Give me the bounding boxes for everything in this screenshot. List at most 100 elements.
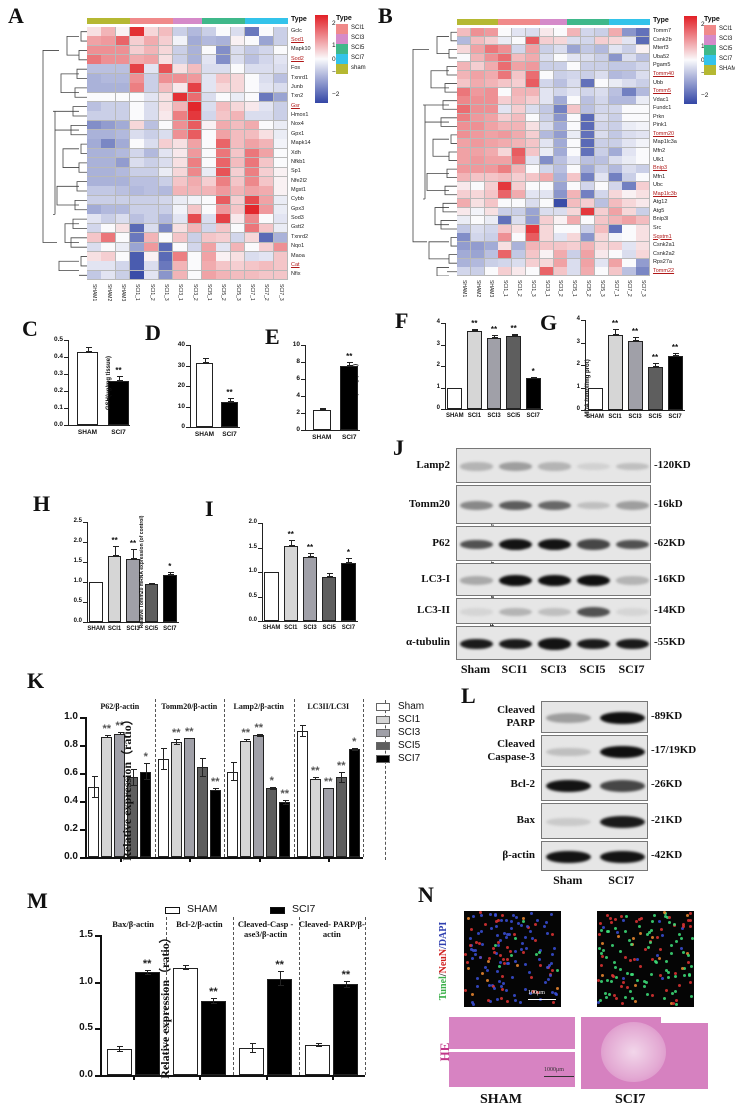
- heatmap-cell: [187, 270, 203, 281]
- heatmap-cell: [594, 62, 609, 72]
- cell-dot: [670, 992, 674, 996]
- heatmap-cell: [259, 270, 274, 281]
- heatmap-cell: [457, 216, 472, 225]
- blot-strip: [541, 803, 648, 839]
- cell-dot: [686, 960, 690, 964]
- heatmap-cell: [201, 270, 217, 281]
- heatmap-cell: [622, 96, 637, 106]
- cell-dot: [688, 980, 692, 984]
- sample-label: SCI5_1: [571, 280, 578, 297]
- protein-band: [546, 713, 592, 723]
- cell-dot: [480, 943, 484, 946]
- heatmap-cell: [553, 104, 568, 114]
- blot-row-label: Bax: [516, 814, 535, 826]
- x-tick-label: SHAM: [87, 626, 106, 632]
- cell-dot: [484, 965, 488, 969]
- heatmap-cell: [187, 176, 203, 187]
- heatmap-cell: [130, 205, 145, 215]
- heatmap-cell: [553, 233, 568, 243]
- heatmap-cell: [144, 167, 160, 178]
- heatmap-cell: [230, 73, 246, 84]
- legend-swatch: [165, 907, 180, 914]
- group-title: Tomm20/β-actin: [161, 702, 218, 711]
- heatmap-cell: [244, 73, 260, 84]
- cell-dot: [535, 918, 539, 922]
- heatmap-cell: [273, 101, 289, 112]
- heatmap-cell: [230, 186, 246, 196]
- color-scale-bar: [684, 16, 697, 104]
- error-bar: [277, 971, 284, 987]
- y-axis-title: Relative Tomm20 mRNA expression (of cont…: [139, 515, 145, 629]
- heatmap-cell: [173, 111, 188, 121]
- legend-swatch: [336, 34, 348, 44]
- chart-M: 0.0 0.5 1.0 1.5 Bax/β-actin ** Bcl-2/β-actin **…: [79, 917, 366, 1080]
- cell-dot: [614, 976, 618, 980]
- gene-label: Map1lc3b: [653, 190, 677, 197]
- heatmap-cell: [525, 53, 540, 63]
- y-tick-label: 1.0: [73, 578, 82, 584]
- blot-row-label: Lamp2: [416, 458, 450, 471]
- bar-sci1: [107, 556, 122, 622]
- heatmap-cell: [594, 70, 609, 80]
- type-annotation-cell: [553, 19, 568, 25]
- heatmap-cell: [470, 181, 485, 191]
- cell-dot: [522, 920, 526, 924]
- heatmap-cell: [581, 241, 596, 251]
- color-scale-tick: 0: [332, 56, 336, 63]
- heatmap-cell: [187, 139, 203, 150]
- heatmap-cell: [484, 156, 499, 166]
- heatmap-cell: [457, 36, 472, 46]
- cell-dot: [494, 944, 498, 948]
- significance-marker: **: [323, 775, 333, 788]
- y-tick: [186, 345, 190, 346]
- error-bar: [339, 771, 346, 783]
- protein-band: [499, 607, 532, 617]
- heatmap-cell: [173, 92, 188, 103]
- cell-dot: [605, 979, 609, 983]
- heatmap-cell: [567, 156, 582, 166]
- cell-dot: [688, 911, 692, 915]
- cell-dot: [512, 933, 516, 937]
- error-bar: [673, 353, 679, 356]
- error-bar: [211, 998, 218, 1005]
- heatmap-cell: [115, 36, 131, 47]
- heatmap-cell: [230, 64, 246, 75]
- cell-dot: [536, 990, 540, 994]
- legend-swatch: [704, 25, 716, 35]
- gene-label: Gstt2: [291, 224, 305, 231]
- heatmap-cell: [539, 233, 554, 243]
- heatmap-cell: [173, 223, 188, 234]
- heatmap-cell: [201, 83, 217, 93]
- color-scale-tick: −2: [701, 92, 709, 99]
- cell-dot: [688, 974, 692, 978]
- legend-border: [385, 700, 386, 860]
- cell-dot: [605, 929, 609, 933]
- heatmap-cell: [498, 36, 513, 46]
- heatmap-cell: [158, 205, 174, 215]
- bar-sci5: [647, 366, 663, 410]
- legend-label: Sham: [398, 701, 425, 712]
- heatmap-cell: [457, 207, 472, 217]
- cell-dot: [497, 965, 501, 969]
- heatmap-cell: [216, 27, 231, 37]
- heatmap-cell: [244, 233, 260, 243]
- x-tick-label: SCI7: [341, 625, 356, 631]
- heatmap-cell: [622, 190, 637, 200]
- heatmap-cell: [525, 87, 540, 97]
- heatmap-cell: [498, 139, 513, 149]
- gene-label: Nox4: [291, 121, 304, 128]
- heatmap-cell: [539, 258, 554, 268]
- heatmap-cell: [498, 130, 513, 140]
- heatmap-cell: [115, 242, 131, 253]
- cell-dot: [601, 942, 605, 946]
- heatmap-cell: [101, 148, 116, 159]
- sample-label: SCI5_2: [584, 280, 591, 297]
- heatmap-cell: [115, 223, 131, 234]
- heatmap-cell: [636, 147, 651, 157]
- heatmap-cell: [259, 73, 274, 84]
- sample-label: SCI3_1: [543, 280, 550, 297]
- cell-dot: [494, 913, 498, 917]
- bar-sci7: [341, 562, 356, 621]
- heatmap-cell: [581, 45, 596, 54]
- heatmap-cell: [230, 214, 246, 225]
